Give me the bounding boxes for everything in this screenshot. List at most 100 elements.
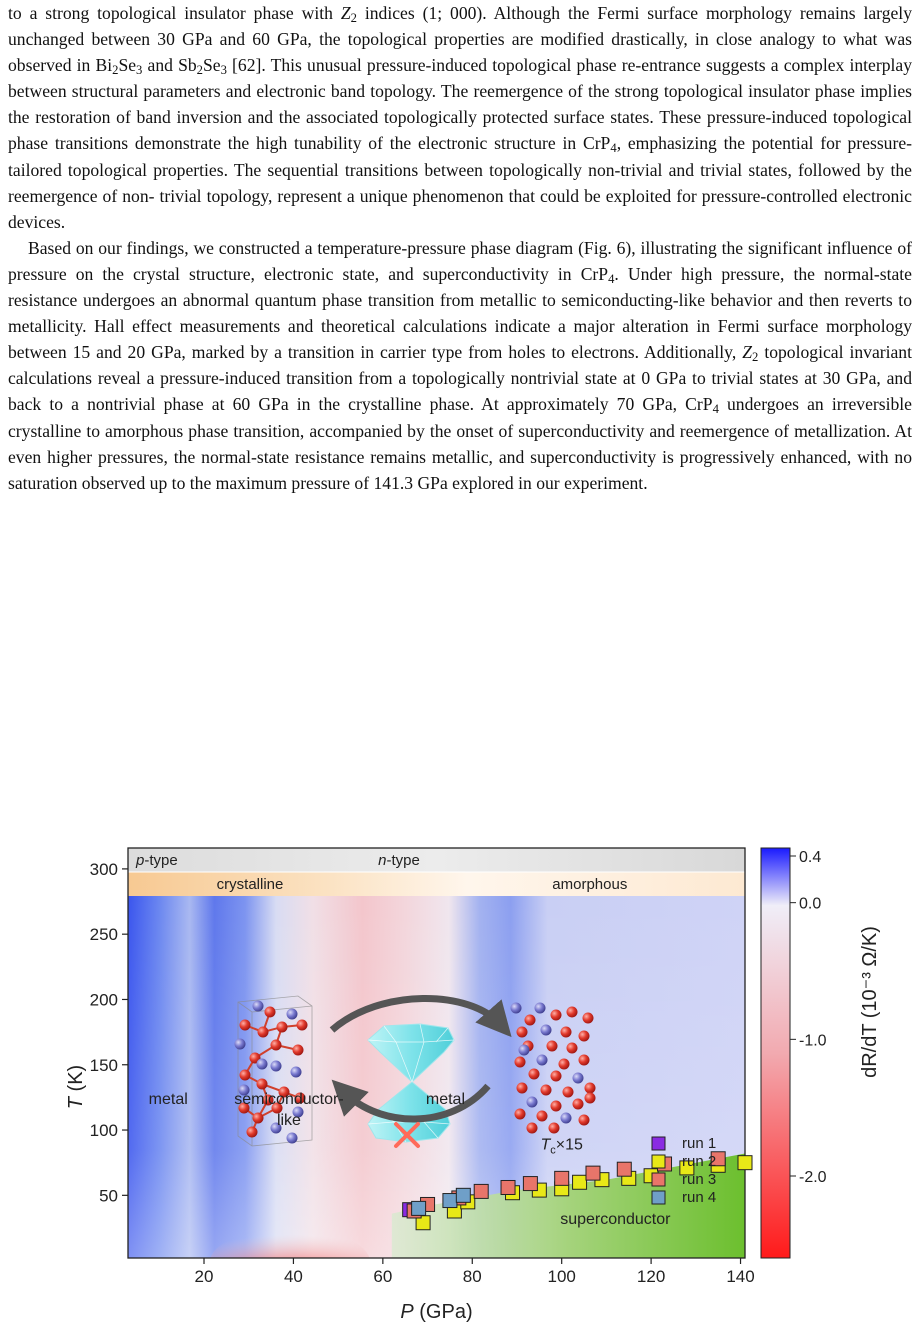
forward-arrow	[329, 995, 512, 1038]
p-atom	[584, 1082, 596, 1094]
p-atom	[246, 1126, 258, 1138]
p-atom	[578, 1114, 590, 1126]
legend-label: run 2	[682, 1153, 716, 1170]
p-atom	[572, 1098, 584, 1110]
colorbar-tick-label: -2.0	[799, 1169, 827, 1186]
text-line: the significant influence of pressure on…	[8, 237, 912, 284]
axis-ticks: 20 40 60 80 100 120 140 50 100 150 200 250 300	[90, 860, 755, 1286]
cr-atom	[560, 1112, 572, 1124]
legend-label: run 4	[682, 1189, 716, 1206]
cr-atom	[270, 1060, 282, 1072]
x-tick-label: 20	[195, 1267, 214, 1286]
structure-band	[128, 872, 745, 896]
x-tick-label: 60	[373, 1267, 392, 1286]
p-atom	[562, 1086, 574, 1098]
text-line: measurements and theoretical calculation…	[179, 316, 912, 337]
text-line: experiment.	[564, 472, 648, 493]
text-line: parameters and electronic band topology.…	[143, 81, 855, 102]
data-point	[442, 1193, 458, 1209]
legend-swatch	[651, 1136, 666, 1151]
x-tick-label: 40	[284, 1267, 303, 1286]
colorbar-gradient	[760, 847, 791, 1259]
legend-swatch	[651, 1154, 666, 1169]
data-point	[737, 1155, 753, 1171]
text-line: structure in CrP4, emphasizing the poten…	[8, 133, 912, 180]
p-atom	[256, 1078, 268, 1090]
p-atom	[238, 1102, 250, 1114]
carrier-band-label: n-type	[378, 852, 420, 869]
text-line: to a strong topological insulator phase …	[8, 3, 699, 26]
text-line: pressure-induced topological phase re-en…	[8, 55, 912, 102]
p-atom	[516, 1026, 528, 1038]
cr-atom	[290, 1066, 302, 1078]
p-atom	[271, 1102, 283, 1114]
x-tick-label: 80	[463, 1267, 482, 1286]
colorbar: 0.4 0.0 -1.0 -2.0	[760, 847, 827, 1259]
data-point	[455, 1187, 471, 1203]
y-axis-label: T (K)	[65, 1065, 87, 1109]
region-label: semiconductor-	[234, 1091, 343, 1108]
p-atom	[524, 1014, 536, 1026]
colorbar-tick-label: 0.0	[799, 896, 821, 913]
axis-and-region-labels: P (GPa) T (K) p-type n-type crystalline amorp…	[65, 852, 881, 1323]
p-atom	[582, 1012, 594, 1024]
cr-atom	[534, 1002, 546, 1014]
p-atom	[578, 1054, 590, 1066]
text-line: modified drastically, in close analogy t…	[8, 29, 913, 78]
data-point	[616, 1161, 632, 1177]
x-tick-label: 140	[726, 1267, 754, 1286]
text-line: transition from metallic to semiconducti…	[8, 290, 912, 337]
p-atom	[550, 1070, 562, 1082]
text-line: transitions between topologically non-tr…	[8, 159, 912, 206]
data-point	[500, 1179, 516, 1195]
y-tick-label: 300	[90, 860, 118, 879]
p-atom	[578, 1030, 590, 1042]
cr-atom	[540, 1024, 552, 1036]
structure-band-label: crystalline	[217, 876, 284, 893]
p-atom	[546, 1040, 558, 1052]
p-atom	[566, 1042, 578, 1054]
cr-atom	[256, 1058, 268, 1070]
heatmap-plot-area	[127, 847, 746, 1259]
tc-annotation: Tc×15	[540, 1137, 583, 1157]
cr-atom	[526, 1096, 538, 1108]
cr-atom	[252, 1000, 264, 1012]
p-atom	[540, 1084, 552, 1096]
p-atom	[252, 1112, 264, 1124]
legend-label: run 1	[682, 1135, 716, 1152]
text-line: transition, accompanied by the onset of …	[8, 420, 913, 467]
p-atom	[526, 1122, 538, 1134]
text-line: topological invariant calculations revea…	[8, 342, 912, 389]
colorbar-label: dR/dT (10⁻³ Ω/K)	[859, 926, 881, 1078]
p-atom	[528, 1068, 540, 1080]
region-label: superconductor	[560, 1211, 671, 1228]
region-label: metal	[426, 1091, 465, 1108]
legend-label: run 3	[682, 1171, 716, 1188]
text-line: morphology remains largely unchanged bet…	[8, 3, 912, 50]
data-point	[522, 1176, 538, 1192]
cr-atom	[238, 1084, 250, 1096]
p-atom	[270, 1039, 282, 1051]
colorbar-tick-label: -1.0	[799, 1032, 827, 1049]
x-tick-label: 120	[637, 1267, 665, 1286]
paragraph-2: Based on our findings, we constructed a …	[8, 235, 912, 496]
carrier-band-label: p-type	[135, 852, 178, 869]
legend-swatch	[651, 1172, 666, 1187]
cr-atom	[536, 1054, 548, 1066]
text-line: higher pressures, the normal-state resis…	[47, 446, 775, 467]
text-line: implies the restoration of band inversio…	[8, 81, 912, 128]
text-line: trivial topology, represent a unique phe…	[159, 185, 838, 206]
atoms-layer	[234, 1000, 596, 1144]
p-atom	[548, 1122, 560, 1134]
p-atom	[550, 1100, 562, 1112]
carrier-band	[128, 848, 745, 872]
p-atom	[264, 1006, 276, 1018]
p-atom	[239, 1019, 251, 1031]
data-point	[411, 1200, 427, 1216]
text-line: CrP4. Under high pressure, the normal-st…	[8, 263, 912, 311]
p-atom	[257, 1026, 269, 1038]
cr-atom	[510, 1002, 522, 1014]
cr-atom	[270, 1122, 282, 1134]
p-atom	[514, 1056, 526, 1068]
